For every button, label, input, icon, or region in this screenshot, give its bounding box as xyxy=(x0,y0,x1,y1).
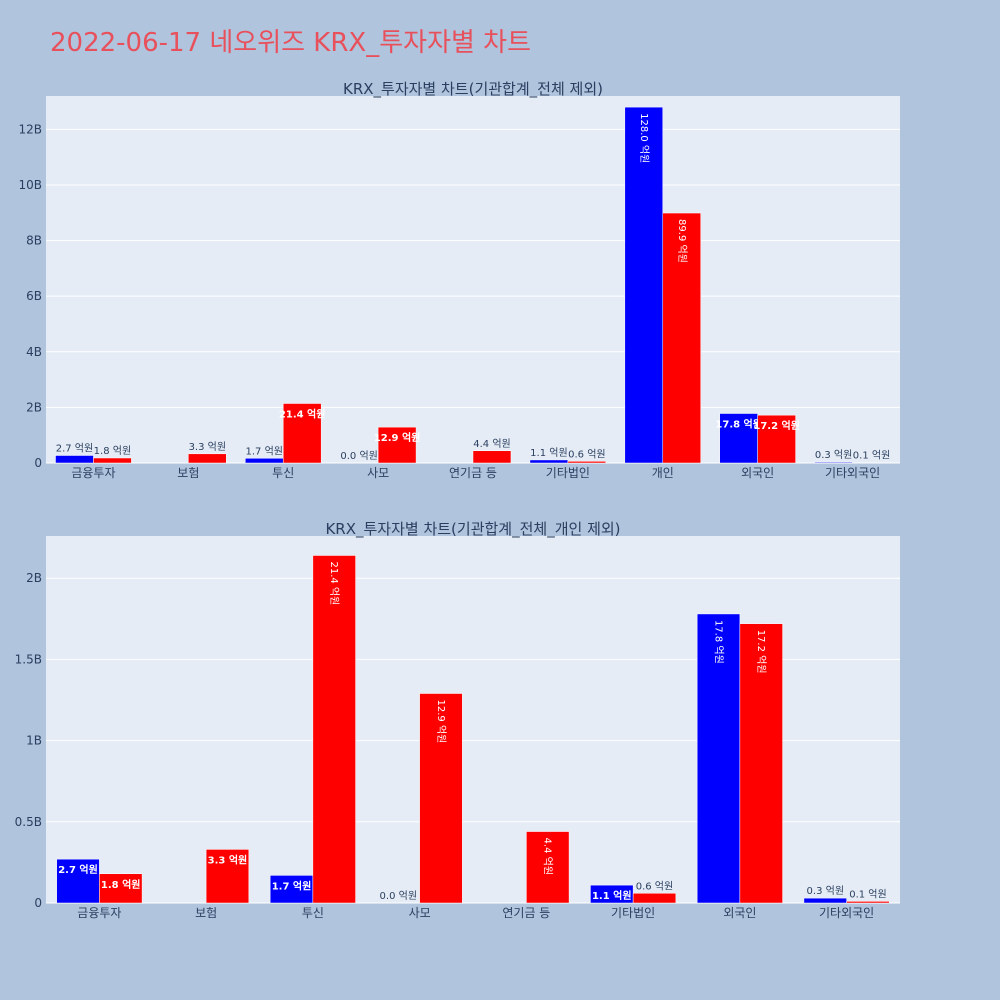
sell-bar xyxy=(632,893,677,904)
bar-chart-excluding-institutions: 0 2B 4B 6B 8B 10B 12B KRX_투자자별 차트(기관합계_전체 제외) 금융… xyxy=(18,80,900,480)
y-tick-label: 4B xyxy=(26,345,42,359)
data-label: 3.3 억원 xyxy=(189,441,226,453)
data-label: 4.4 억원 xyxy=(473,438,510,450)
data-label: 0.0 억원 xyxy=(340,450,377,462)
bar-chart-excluding-institutions-and-individuals: 0 0.5B 1B 1.5B 2B KRX_투자자별 차트(기관합계_전체_개인 제외) 금… xyxy=(15,520,900,920)
y-tick-label: 10B xyxy=(18,178,42,192)
data-label: 2.7 억원 xyxy=(58,863,98,876)
category-label: 금융투자 xyxy=(77,906,121,920)
data-label: 1.1 억원 xyxy=(592,889,632,902)
buy-bar xyxy=(245,458,284,464)
category-label: 외국인 xyxy=(723,906,756,920)
data-label: 1.7 억원 xyxy=(246,445,283,457)
data-label: 17.8 억원 xyxy=(715,418,762,431)
category-label: 연기금 등 xyxy=(502,906,550,920)
data-label: 12.9 억원 xyxy=(435,700,447,744)
sell-bar xyxy=(99,873,143,904)
category-label: 금융투자 xyxy=(71,466,115,480)
y-tick-label: 6B xyxy=(26,289,42,303)
data-label: 1.1 억원 xyxy=(530,447,567,459)
category-label: 기타외국인 xyxy=(825,466,880,480)
category-label: 기타외국인 xyxy=(819,906,874,920)
sell-bar xyxy=(188,453,227,464)
category-label: 기타법인 xyxy=(611,906,655,920)
data-label: 1.7 억원 xyxy=(272,879,312,892)
data-label: 0.6 억원 xyxy=(568,448,605,460)
category-label: 기타법인 xyxy=(546,466,590,480)
data-label: 0.1 억원 xyxy=(849,888,886,900)
data-label: 17.2 억원 xyxy=(753,419,800,432)
category-label: 사모 xyxy=(409,906,431,920)
category-label: 연기금 등 xyxy=(449,466,497,480)
category-label: 보험 xyxy=(177,466,199,480)
sell-bar xyxy=(846,901,890,904)
chart-title: KRX_투자자별 차트(기관합계_전체_개인 제외) xyxy=(325,520,620,539)
buy-bar xyxy=(269,875,314,904)
buy-bar xyxy=(56,858,100,904)
buy-bar xyxy=(814,461,853,464)
data-label: 21.4 억원 xyxy=(328,561,340,605)
category-label: 투신 xyxy=(302,906,324,920)
y-tick-label: 2B xyxy=(26,400,42,414)
data-label: 0.1 억원 xyxy=(853,450,890,462)
data-label: 1.8 억원 xyxy=(101,878,141,891)
y-tick-label: 0.5B xyxy=(15,815,42,829)
data-label: 21.4 억원 xyxy=(279,408,326,421)
category-label: 투신 xyxy=(272,466,294,480)
sell-bar xyxy=(526,831,570,904)
sell-bar xyxy=(472,450,512,464)
data-label: 2.7 억원 xyxy=(56,442,93,454)
sell-bar xyxy=(739,623,783,904)
sell-bar xyxy=(757,414,796,464)
y-tick-label: 1B xyxy=(26,734,42,748)
data-label: 0.0 억원 xyxy=(380,890,417,902)
category-label: 외국인 xyxy=(741,466,774,480)
data-label: 128.0 억원 xyxy=(638,113,650,163)
y-tick-label: 8B xyxy=(26,234,42,248)
data-label: 3.3 억원 xyxy=(208,853,248,866)
y-tick-label: 0 xyxy=(34,896,42,910)
buy-bar xyxy=(803,897,847,904)
plot-area xyxy=(46,96,900,463)
sell-bar xyxy=(282,403,322,464)
buy-bar xyxy=(55,455,94,464)
y-tick-label: 0 xyxy=(34,456,42,470)
category-label: 개인 xyxy=(652,466,674,480)
category-label: 사모 xyxy=(367,466,389,480)
data-label: 0.3 억원 xyxy=(807,885,844,897)
sell-bar xyxy=(377,426,417,464)
sell-bar xyxy=(662,212,701,464)
data-label: 17.2 억원 xyxy=(755,630,767,674)
data-label: 4.4 억원 xyxy=(542,838,554,875)
sell-bar xyxy=(419,693,463,904)
buy-bar xyxy=(696,613,741,904)
page-title: 2022-06-17 네오위즈 KRX_투자자별 차트 xyxy=(50,28,532,58)
data-label: 89.9 억원 xyxy=(676,219,688,263)
buy-bar xyxy=(529,459,569,464)
y-tick-label: 2B xyxy=(26,571,42,585)
buy-bar xyxy=(624,106,664,464)
sell-bar xyxy=(567,461,607,464)
category-label: 보험 xyxy=(195,906,217,920)
sell-bar xyxy=(312,555,356,904)
sell-bar xyxy=(93,457,132,464)
data-label: 17.8 억원 xyxy=(713,620,725,664)
y-tick-label: 1.5B xyxy=(15,652,42,666)
data-label: 12.9 억원 xyxy=(374,431,421,444)
data-label: 0.3 억원 xyxy=(815,449,852,461)
chart-title: KRX_투자자별 차트(기관합계_전체 제외) xyxy=(343,80,603,99)
y-tick-label: 12B xyxy=(18,122,42,136)
buy-bar xyxy=(719,413,758,464)
data-label: 1.8 억원 xyxy=(94,445,131,457)
sell-bar xyxy=(205,849,250,904)
data-label: 0.6 억원 xyxy=(636,880,673,892)
